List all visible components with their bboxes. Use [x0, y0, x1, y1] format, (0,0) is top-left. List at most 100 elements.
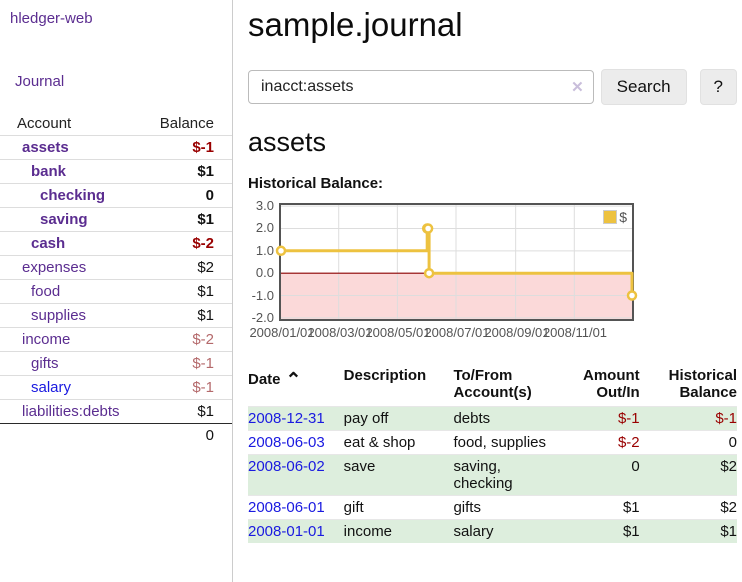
- chart-title: Historical Balance:: [248, 175, 384, 192]
- sort-ascending-icon: ⌃: [285, 370, 302, 391]
- account-row-checking: checking 0: [0, 183, 232, 207]
- header-date[interactable]: Date ⌃: [248, 370, 302, 391]
- help-button[interactable]: ?: [699, 69, 737, 105]
- transaction-row: 2008-12-31 pay off debts $-1 $-1: [248, 406, 737, 430]
- transaction-date-link[interactable]: 2008-06-02: [248, 458, 325, 475]
- account-link[interactable]: bank: [31, 163, 67, 180]
- y-axis-tick-label: 0.0: [255, 265, 274, 281]
- x-axis-tick-label: 2008/07/01: [424, 325, 490, 340]
- transaction-description: save: [343, 454, 454, 495]
- x-axis-tick-label: 2008/09/01: [484, 325, 550, 340]
- accounts-table-header: Account Balance: [0, 111, 232, 135]
- y-axis-tick-label: 1.0: [255, 242, 274, 258]
- transaction-date-link[interactable]: 2008-06-01: [248, 499, 325, 516]
- header-accounts: To/From Account(s): [453, 367, 532, 401]
- transaction-amount: 0: [566, 454, 648, 495]
- transaction-balance: 0: [647, 430, 737, 454]
- account-row-gifts: gifts $-1: [0, 351, 232, 375]
- account-link[interactable]: salary: [31, 379, 72, 396]
- account-link[interactable]: saving: [40, 211, 88, 228]
- account-balance: $-1: [192, 379, 214, 396]
- account-balance: $1: [197, 403, 214, 420]
- search-form: ✕ Search ?: [248, 69, 737, 105]
- account-balance: $2: [197, 259, 214, 276]
- y-axis-tick-label: -2.0: [251, 309, 274, 325]
- account-row-food: food $1: [0, 279, 232, 303]
- account-link[interactable]: liabilities:debts: [22, 403, 120, 420]
- transaction-accounts: salary: [453, 519, 567, 543]
- transaction-date-link[interactable]: 2008-01-01: [248, 523, 325, 540]
- account-link[interactable]: gifts: [31, 355, 59, 372]
- account-link[interactable]: income: [22, 331, 71, 348]
- chart-legend: $: [601, 208, 629, 226]
- transaction-accounts: food, supplies: [453, 430, 567, 454]
- account-link[interactable]: expenses: [22, 259, 87, 276]
- transaction-amount: $-2: [566, 430, 648, 454]
- header-description: Description: [343, 367, 427, 384]
- account-row-assets: assets $-1: [0, 135, 232, 159]
- x-axis-tick-label: 2008/01/01: [249, 325, 315, 340]
- header-balance: Historical Balance: [668, 367, 737, 401]
- transaction-row: 2008-06-03 eat & shop food, supplies $-2…: [248, 430, 737, 454]
- transaction-accounts: saving, checking: [453, 454, 567, 495]
- search-button[interactable]: Search: [600, 69, 687, 105]
- transaction-balance: $2: [647, 454, 737, 495]
- account-link[interactable]: assets: [22, 139, 69, 156]
- transaction-balance: $-1: [647, 406, 737, 430]
- account-balance: $1: [197, 307, 214, 324]
- legend-swatch-icon: [603, 210, 618, 224]
- transaction-accounts: gifts: [453, 495, 567, 519]
- transaction-row: 2008-06-01 gift gifts $1 $2: [248, 495, 737, 519]
- transaction-amount: $-1: [566, 406, 648, 430]
- transaction-accounts: debts: [453, 406, 567, 430]
- account-row-income: income $-2: [0, 327, 232, 351]
- y-axis-tick-label: 3.0: [255, 198, 274, 214]
- account-balance: 0: [205, 187, 214, 204]
- account-column-header: Account: [17, 114, 72, 132]
- data-point-marker: [422, 223, 434, 234]
- account-row-supplies: supplies $1: [0, 303, 232, 327]
- transaction-row: 2008-01-01 income salary $1 $1: [248, 519, 737, 543]
- y-axis-tick-label: -1.0: [251, 287, 274, 303]
- transaction-date-link[interactable]: 2008-06-03: [248, 434, 325, 451]
- section-title: assets: [248, 127, 327, 157]
- accounts-table: Account Balance assets $-1 bank $1 check…: [0, 111, 232, 447]
- transaction-balance: $1: [647, 519, 737, 543]
- transaction-description: income: [343, 519, 454, 543]
- brand-link[interactable]: hledger-web: [10, 10, 93, 27]
- account-link[interactable]: food: [31, 283, 61, 300]
- chart-line-svg: [275, 205, 638, 319]
- x-axis-tick-label: 2008/05/01: [365, 325, 431, 340]
- account-balance: $1: [197, 163, 214, 180]
- data-point-marker: [275, 245, 287, 257]
- account-balance: $-1: [192, 355, 214, 372]
- account-row-expenses: expenses $2: [0, 255, 232, 279]
- main-content: sample.journal ✕ Search ? assets Histori…: [248, 0, 737, 543]
- account-balance: $-2: [192, 331, 214, 348]
- account-balance: $-2: [192, 235, 214, 252]
- account-balance: $-1: [192, 139, 214, 156]
- plot-area: $: [275, 203, 638, 321]
- clear-search-icon[interactable]: ✕: [571, 79, 584, 96]
- transaction-description: pay off: [343, 406, 454, 430]
- transaction-description: eat & shop: [343, 430, 454, 454]
- account-link[interactable]: supplies: [31, 307, 87, 324]
- legend-label: $: [619, 209, 627, 225]
- accounts-total-value: 0: [205, 427, 214, 444]
- page-title: sample.journal: [248, 6, 463, 43]
- register-header-row: Date ⌃ Description To/From Account(s) Amou…: [248, 364, 737, 406]
- transaction-amount: $1: [566, 495, 648, 519]
- y-axis-tick-label: 2.0: [255, 220, 274, 236]
- account-link[interactable]: checking: [40, 187, 106, 204]
- transaction-description: gift: [343, 495, 454, 519]
- account-link[interactable]: cash: [31, 235, 66, 252]
- x-axis-tick-label: 2008/03/01: [307, 325, 373, 340]
- balance-chart: $ 3.0 2.0 1.0 0.0 -1.0 -2.0 2008/01/01 2008/03/…: [248, 198, 737, 343]
- balance-column-header: Balance: [159, 114, 214, 132]
- sidebar-item-journal[interactable]: Journal: [15, 73, 65, 90]
- header-amount: Amount Out/In: [583, 367, 640, 401]
- account-row-cash: cash $-2: [0, 231, 232, 255]
- search-input[interactable]: [248, 70, 594, 104]
- transaction-date-link[interactable]: 2008-12-31: [248, 410, 325, 427]
- account-balance: $1: [197, 211, 214, 228]
